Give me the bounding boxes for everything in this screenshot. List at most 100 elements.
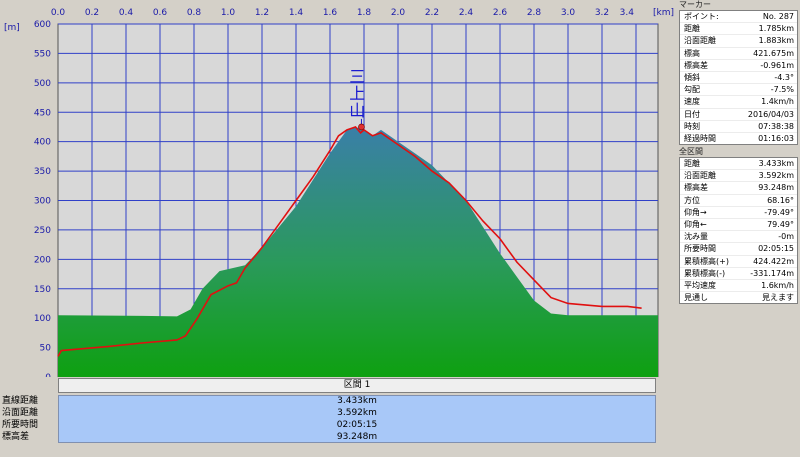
marker-row: 時刻 07:38:38: [680, 121, 797, 133]
marker-value: 1.883km: [758, 36, 794, 46]
y-tick-label: 400: [34, 138, 51, 148]
marker-value: 1.4km/h: [761, 97, 794, 107]
marker-panel-title: マーカー: [679, 0, 711, 9]
x-tick-label: 2.2: [425, 8, 439, 18]
peak-annotation: 三上山: [349, 67, 365, 120]
marker-row: 標高 421.675m: [680, 48, 797, 60]
marker-row: 標高差 -0.961m: [680, 60, 797, 72]
marker-value: 1.785km: [758, 24, 794, 34]
section-summary-labels: 直線距離 沿面距離 所要時間 標高差: [0, 395, 58, 443]
total-row: 沿面距離 3.592km: [680, 170, 797, 183]
summary-value-straight-distance: 3.433km: [337, 396, 377, 406]
x-tick-label: 2.4: [459, 8, 474, 18]
total-label: 方位: [684, 195, 700, 205]
marker-value: 421.675m: [753, 48, 794, 58]
y-tick-label: 250: [34, 226, 51, 236]
x-tick-label: 2.8: [527, 8, 542, 18]
total-panel: 距離 3.433km 沿面距離 3.592km 標高差 93.248m 方位 68.16° 仰角…: [679, 157, 798, 305]
y-unit-label: [m]: [4, 23, 20, 33]
marker-label: ポイント:: [684, 12, 719, 21]
x-unit-label: [km]: [653, 8, 674, 18]
total-label: 距離: [684, 159, 700, 169]
marker-row: 距離 1.785km: [680, 23, 797, 36]
total-row: 平均速度 1.6km/h: [680, 280, 797, 293]
marker-row: 速度 1.4km/h: [680, 96, 797, 109]
total-label: 累積標高(-): [684, 268, 726, 278]
total-value: -331.174m: [750, 268, 794, 278]
total-value: -0m: [778, 232, 794, 242]
elevation-chart[interactable]: 0.0 0.2 0.4 0.6 0.8 1.0 1.2 1.4 1.6 1.8 2.0 2.2 2.4 2…: [0, 0, 676, 377]
marker-label: 勾配: [684, 85, 700, 95]
x-tick-label: 1.8: [357, 8, 372, 18]
marker-label: 時刻: [684, 121, 700, 131]
peak-name-char: 上: [349, 84, 365, 103]
x-tick-label: 1.6: [323, 8, 338, 18]
section-header[interactable]: 区間 1: [58, 378, 656, 393]
total-value: 3.592km: [758, 171, 794, 181]
total-row: 見通し 見えます: [680, 292, 797, 303]
total-value: 79.49°: [767, 220, 794, 229]
x-tick-label: 3.0: [561, 8, 576, 18]
section-summary-values: 3.433km 3.592km 02:05:15 93.248m: [58, 395, 656, 443]
y-tick-label: 550: [34, 49, 51, 59]
pin-head: [358, 123, 365, 131]
x-tick-label: 3.2: [595, 8, 609, 18]
x-tick-label: 0.6: [153, 8, 168, 18]
peak-name-char: 山: [349, 101, 365, 120]
total-label: 所要時間: [684, 244, 716, 254]
total-row: 仰角→ -79.49°: [680, 207, 797, 219]
total-label: 見通し: [684, 293, 708, 303]
total-value: 93.248m: [758, 183, 794, 193]
marker-panel: ポイント: No. 287 距離 1.785km 沿面距離 1.883km 標高 421.67…: [679, 10, 798, 146]
total-row: 仰角← 79.49°: [680, 219, 797, 232]
total-label: 累積標高(+): [684, 256, 729, 266]
total-label: 仰角→: [684, 207, 707, 217]
y-tick-label: 100: [34, 314, 51, 324]
terrain-area: [58, 126, 658, 377]
total-label: 沿面距離: [684, 171, 716, 181]
y-tick-label: 0: [45, 373, 51, 377]
marker-row: 経過時間 01:16:03: [680, 133, 797, 144]
x-tick-label: 1.2: [255, 8, 269, 18]
total-row: 所要時間 02:05:15: [680, 243, 797, 256]
total-label: 沈み量: [684, 232, 708, 242]
total-row: 方位 68.16°: [680, 195, 797, 207]
total-value: 02:05:15: [758, 244, 794, 254]
x-tick-label: 3.4: [620, 8, 635, 18]
total-value: 68.16°: [767, 195, 794, 205]
x-tick-label: 2.6: [493, 8, 508, 18]
marker-row: 日付 2016/04/03: [680, 109, 797, 121]
marker-label: 標高差: [684, 60, 708, 70]
y-tick-label: 350: [34, 167, 51, 177]
marker-pin[interactable]: [358, 118, 365, 131]
y-tick-label: 300: [34, 197, 51, 207]
y-tick-labels: 0 50 100 150 200 250 300 350 400 450 500 550 600: [34, 20, 51, 377]
marker-value: 2016/04/03: [747, 109, 794, 119]
total-value: -79.49°: [764, 207, 794, 217]
total-label: 平均速度: [684, 280, 716, 290]
x-tick-label: 2.0: [391, 8, 406, 18]
total-panel-title: 全区間: [679, 147, 703, 157]
summary-label-elevation-diff: 標高差: [2, 432, 30, 442]
x-tick-label: 0.8: [187, 8, 202, 18]
summary-label-surface-distance: 沿面距離: [2, 408, 39, 418]
marker-row: 傾斜 -4.3°: [680, 72, 797, 85]
y-tick-label: 500: [34, 79, 51, 89]
x-tick-label: 1.4: [289, 8, 304, 18]
marker-row: ポイント: No. 287: [680, 11, 797, 24]
marker-value: -4.3°: [774, 72, 794, 82]
y-tick-label: 50: [40, 344, 52, 354]
total-row: 累積標高(+) 424.422m: [680, 256, 797, 268]
y-tick-label: 200: [34, 255, 51, 265]
marker-label: 沿面距離: [684, 36, 716, 46]
total-row: 沈み量 -0m: [680, 231, 797, 244]
marker-value: -0.961m: [760, 60, 794, 70]
marker-value: 01:16:03: [758, 133, 794, 143]
x-tick-label: 0.2: [85, 8, 99, 18]
marker-label: 日付: [684, 109, 700, 119]
total-value: 3.433km: [758, 159, 794, 169]
x-tick-label: 1.0: [221, 8, 236, 18]
summary-value-required-time: 02:05:15: [336, 420, 378, 430]
marker-value: No. 287: [762, 12, 794, 21]
marker-value: 07:38:38: [758, 121, 794, 131]
